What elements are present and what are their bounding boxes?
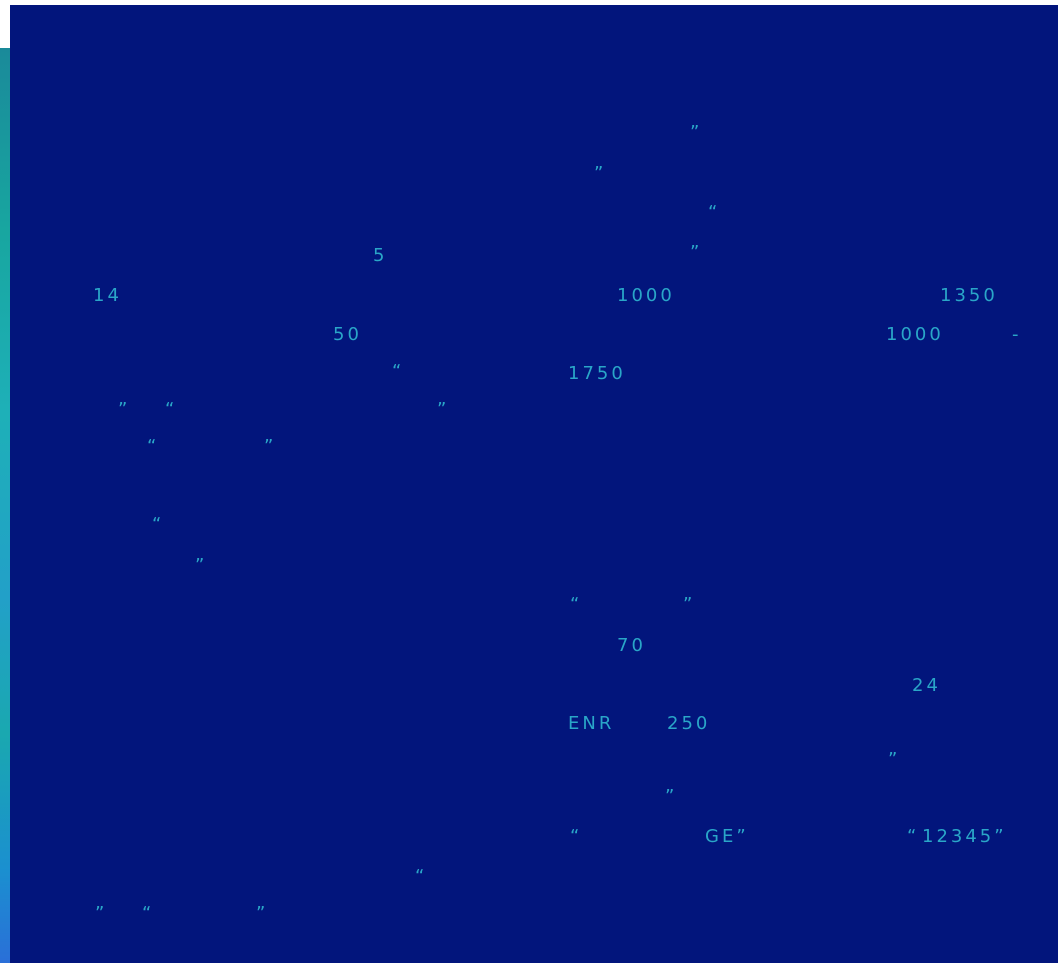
text-fragment: ” [195,555,208,576]
text-fragment: ” [594,163,607,184]
text-fragment: 24 [912,675,941,696]
text-fragment: “ [907,826,920,847]
text-fragment: ” [118,399,131,420]
text-fragment: 1000 [617,285,675,306]
text-fragment: 14 [93,285,122,306]
text-fragment: ” [95,903,108,924]
text-fragment: “ [165,399,178,420]
text-fragment: ” [665,786,678,807]
text-fragment: 1350 [940,285,998,306]
text-fragment: “ [570,594,583,615]
text-fragment: “ [152,514,165,535]
text-fragment: “ [570,826,583,847]
text-fragment: “ [392,361,405,382]
text-fragment: ” [690,122,703,143]
text-fragment: 12345” [922,826,1007,847]
text-fragment: 5 [373,245,388,266]
text-fragment: 1000 [886,324,944,345]
text-fragment: ” [888,749,901,770]
text-fragment: “ [708,202,721,223]
text-fragment: ” [437,399,450,420]
text-fragment: GE” [705,826,749,847]
text-fragment: 50 [333,324,362,345]
text-fragment: ” [690,242,703,263]
text-fragment: 1750 [568,363,626,384]
text-fragment: ” [683,594,696,615]
text-fragment: 70 [617,635,646,656]
text-fragment: “ [147,436,160,457]
text-fragment: ” [264,436,277,457]
text-fragment: 250 [667,713,711,734]
background-image-edge [0,48,12,963]
text-fragment: “ [415,866,428,887]
text-fragment: ” [256,903,269,924]
content-panel: ”” “5” 14 1000 1350 50 1000- “1750” “” “” “” “” 70 24… [10,5,1058,963]
text-fragment: ENR [568,713,615,734]
text-fragment: - [1012,324,1022,345]
text-fragment: “ [142,903,155,924]
